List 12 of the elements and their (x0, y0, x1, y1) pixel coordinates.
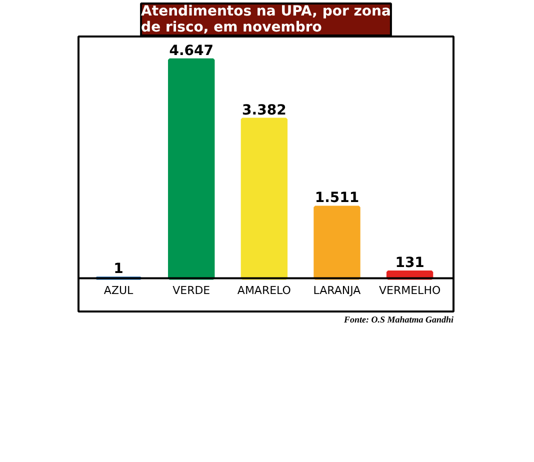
x-tick-label: AMARELO (237, 284, 292, 298)
data-label: 4.647 (169, 42, 214, 59)
x-tick-label: VERMELHO (379, 284, 441, 298)
data-label: 1 (114, 261, 124, 278)
x-tick-label: AZUL (104, 284, 134, 298)
data-label: 3.382 (242, 102, 286, 118)
data-label: 131 (395, 255, 424, 272)
data-label: 1.511 (314, 190, 360, 206)
x-tick-label: VERDE (172, 284, 210, 298)
chart-title: Atendimentos na UPA, por zona de risco, em novembro (141, 4, 391, 36)
x-tick-label: LARANJA (313, 284, 362, 298)
source-note: Fonte: O.S Mahatma Gandhi (342, 314, 454, 324)
